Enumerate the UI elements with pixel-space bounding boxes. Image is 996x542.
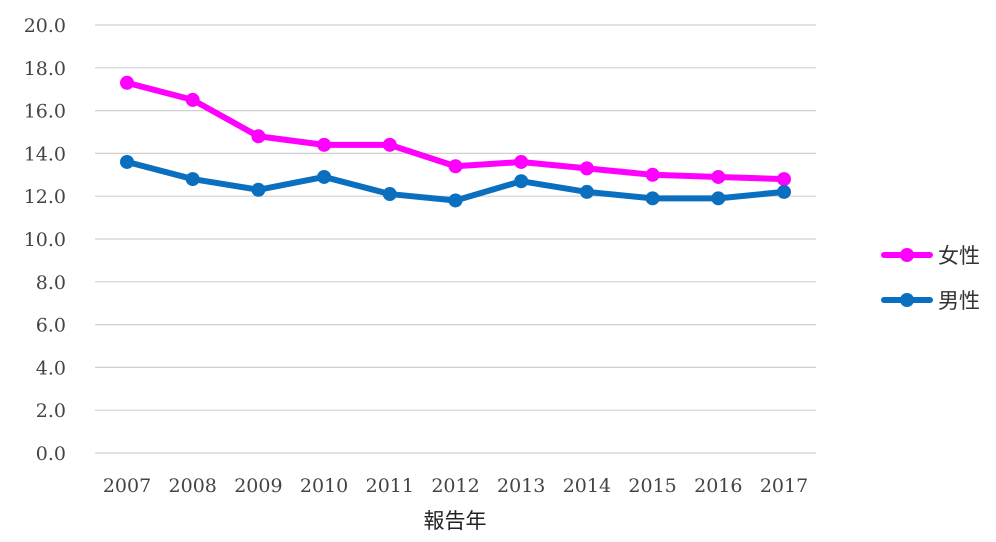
data-point: [317, 137, 332, 152]
y-tick-label: 8.0: [36, 272, 66, 294]
legend-item: 男性: [881, 289, 980, 313]
data-point: [251, 129, 266, 144]
data-point: [448, 159, 463, 174]
y-tick-label: 6.0: [36, 315, 66, 337]
data-point: [382, 137, 397, 152]
legend-label: 女性: [938, 244, 980, 268]
y-tick-label: 4.0: [36, 357, 66, 379]
series-group: [120, 75, 791, 208]
x-tick-label: 2014: [563, 475, 611, 497]
y-tick-label: 14.0: [24, 143, 66, 165]
data-point: [645, 167, 660, 182]
data-point: [120, 154, 134, 169]
x-tick-label: 2010: [300, 475, 348, 497]
legend-swatch-marker: [900, 248, 914, 262]
y-tick-label: 0.0: [36, 443, 66, 465]
x-tick-label: 2011: [366, 475, 414, 497]
x-tick-label: 2017: [760, 475, 808, 497]
x-tick-label: 2015: [628, 475, 676, 497]
x-tick-label: 2009: [234, 475, 282, 497]
data-point: [579, 184, 594, 199]
y-tick-label: 10.0: [24, 229, 66, 251]
series-1: [120, 154, 791, 208]
data-point: [579, 161, 594, 176]
data-point: [711, 169, 726, 184]
x-tick-label: 2007: [103, 475, 151, 497]
x-tick-label: 2013: [497, 475, 545, 497]
data-point: [645, 191, 660, 206]
x-axis-ticks: 2007 2008 2009 2010 2011 2012 2013 2014 2015 2016…: [103, 475, 808, 497]
data-point: [777, 172, 791, 187]
gridlines: [95, 24, 816, 454]
data-point: [514, 174, 529, 189]
x-tick-label: 2008: [169, 475, 217, 497]
legend-label: 男性: [938, 289, 980, 313]
y-tick-label: 20.0: [24, 15, 66, 37]
data-point: [185, 172, 200, 187]
data-point: [514, 154, 529, 169]
data-point: [185, 92, 200, 107]
data-point: [711, 191, 726, 206]
x-axis-label: 報告年: [424, 509, 487, 533]
series-0: [120, 75, 791, 187]
y-tick-label: 12.0: [24, 186, 66, 208]
legend-item: 女性: [881, 244, 980, 268]
y-tick-label: 18.0: [24, 58, 66, 80]
x-tick-label: 2012: [431, 475, 479, 497]
data-point: [317, 169, 332, 184]
legend-swatch-marker: [900, 293, 914, 307]
data-point: [448, 193, 463, 208]
x-tick-label: 2016: [694, 475, 742, 497]
data-point: [382, 187, 397, 202]
data-point: [777, 184, 791, 199]
y-tick-label: 2.0: [36, 400, 66, 422]
y-axis-ticks: 0.0 2.0 4.0 6.0 8.0 10.0 12.0 14.0 16.0 18.0 20.0: [24, 15, 66, 465]
data-point: [251, 182, 266, 197]
y-tick-label: 16.0: [24, 101, 66, 123]
data-point: [120, 75, 134, 90]
